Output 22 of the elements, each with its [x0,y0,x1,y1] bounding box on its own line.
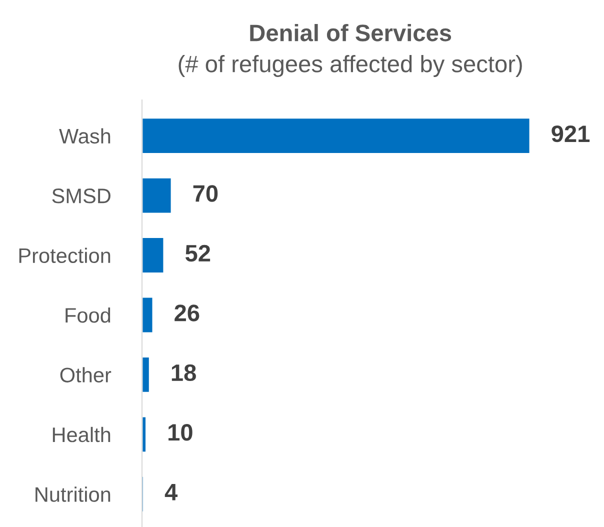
y-tick-label: Health [52,426,110,442]
bar [142,296,154,334]
y-tick-label: Nutrition [36,486,110,502]
chart-subtitle: (# of refugees affected by sector) [178,54,522,78]
y-tick-label: SMSD [52,188,110,204]
data-label: 52 [185,244,210,262]
bar [142,356,150,394]
data-label: 10 [168,424,192,441]
bar [142,236,165,274]
y-tick-label: Protection [19,248,110,264]
y-tick-label: Other [60,367,112,382]
data-label: 921 [552,125,590,142]
bar [142,176,172,214]
bar [142,117,530,154]
bar [142,416,147,454]
data-label: 70 [193,185,218,202]
y-tick-label: Food [66,307,110,323]
data-label: 26 [174,304,200,322]
y-tick-label: Wash [59,128,110,144]
data-label: 4 [164,484,178,500]
data-label: 18 [172,364,196,382]
chart-title: Denial of Services [250,24,452,42]
